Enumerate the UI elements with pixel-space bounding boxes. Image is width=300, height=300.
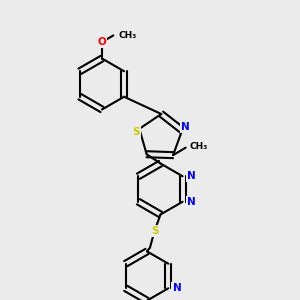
Text: N: N bbox=[187, 171, 196, 181]
Text: S: S bbox=[151, 226, 158, 236]
Text: N: N bbox=[181, 122, 190, 132]
Text: O: O bbox=[98, 37, 106, 47]
Text: CH₃: CH₃ bbox=[189, 142, 208, 151]
Text: CH₃: CH₃ bbox=[119, 31, 137, 40]
Text: N: N bbox=[187, 197, 196, 207]
Text: N: N bbox=[172, 283, 181, 293]
Text: S: S bbox=[132, 127, 140, 137]
